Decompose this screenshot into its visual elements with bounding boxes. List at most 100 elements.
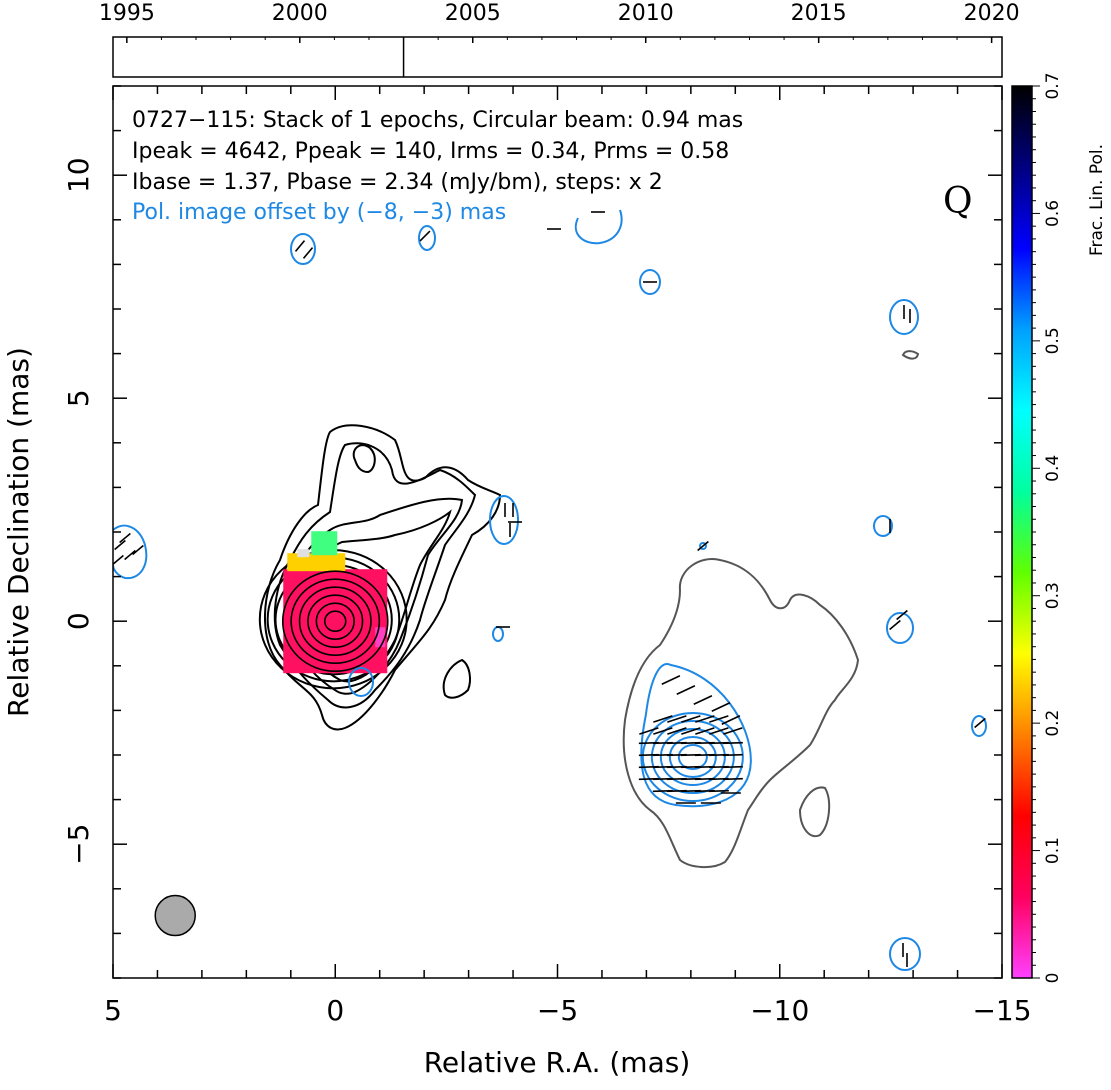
evpa-tick	[639, 727, 659, 735]
evpa-tick	[661, 675, 681, 685]
y-tick-labels: −5 0 5 10	[62, 157, 95, 864]
core-inner-contour	[307, 594, 364, 649]
timeline-year-label: 2010	[618, 1, 674, 26]
fpol-patch	[311, 531, 338, 556]
restoring-beam	[154, 894, 196, 937]
timeline-year-label: 2015	[791, 1, 847, 26]
evpa-tick	[653, 715, 673, 723]
timeline-labels: 1995 2000 2005 2010 2015 2020	[99, 1, 1020, 26]
evpa-tick	[695, 727, 715, 735]
fpol-patch	[287, 553, 346, 572]
core-inner-contour	[298, 586, 372, 657]
colorbar-tick-label: 0.3	[1043, 582, 1063, 609]
timeline-frame	[112, 36, 1003, 78]
x-tick-label: −15	[972, 994, 1031, 1027]
evpa-tick	[722, 741, 743, 745]
timeline-year-label: 1995	[99, 1, 155, 26]
evpa-tick	[722, 777, 743, 781]
pol-contour	[641, 712, 744, 802]
colorbar-tick-label: 0.4	[1043, 455, 1063, 482]
evpa-tick	[114, 539, 126, 551]
evpa-tick	[721, 715, 741, 725]
pol-island	[113, 524, 148, 580]
evpa-tick	[653, 727, 673, 735]
evpa-tick	[711, 702, 731, 712]
evpa-tick	[722, 753, 743, 757]
pol-island	[574, 209, 623, 245]
y-axis-title: Relative Declination (mas)	[2, 347, 35, 717]
y-tick-label: −5	[62, 824, 95, 865]
jet-contour-1	[263, 424, 502, 731]
pol-island	[889, 299, 919, 335]
colorbar-tick-label: 0.7	[1043, 72, 1063, 99]
evpa-tick	[695, 715, 715, 723]
pol-contour	[668, 736, 717, 778]
evpa-tick	[896, 609, 908, 621]
evpa-tick	[667, 715, 687, 723]
y-tick-label: 10	[62, 157, 95, 193]
pol-island	[889, 937, 921, 971]
fpol-color-image	[281, 531, 389, 674]
x-axis-title: Relative R.A. (mas)	[424, 1046, 691, 1079]
pol-contour	[659, 728, 726, 786]
y-tick-label: 0	[62, 612, 95, 630]
core-inner-contour	[323, 610, 347, 633]
polarization-contours	[640, 663, 752, 808]
x-tick-label: −5	[537, 994, 578, 1027]
pol-contour	[650, 720, 735, 794]
jet-blob-2	[442, 658, 471, 699]
x-tick-label: 0	[326, 994, 344, 1027]
colorbar-tick-label: 0.1	[1043, 837, 1063, 864]
x-tick-labels: 5 0 −5 −10 −15	[104, 994, 1031, 1027]
timeline-year-label: 2005	[445, 1, 501, 26]
jet-contour-2	[273, 442, 477, 709]
offset-contour-outer	[622, 558, 860, 868]
evpa-tick	[124, 549, 136, 561]
timeline: 1995 2000 2005 2010 2015 2020	[99, 1, 1020, 78]
pol-island	[886, 612, 914, 644]
evpa-tick	[709, 727, 729, 735]
evpa-tick	[113, 554, 124, 566]
evpa-tick	[974, 717, 986, 729]
evpa-tick	[676, 685, 696, 695]
pol-contour	[640, 663, 752, 808]
pol-contour	[677, 744, 708, 770]
colorbar-tick-label: 0.5	[1043, 327, 1063, 354]
offset-contour-blob	[798, 786, 831, 838]
evpa-ticks	[113, 211, 986, 967]
offset-note: Pol. image offset by (−8, −3) mas	[132, 200, 506, 225]
fpol-patch	[375, 627, 386, 648]
evpa-tick	[708, 789, 729, 793]
core-inner-contour	[281, 570, 389, 673]
pol-island	[971, 715, 987, 737]
evpa-tick	[889, 619, 901, 631]
timeline-year-label: 2020	[964, 1, 1020, 26]
pol-island	[492, 626, 504, 642]
evpa-tick	[419, 230, 431, 242]
evpa-tick	[667, 727, 687, 735]
pol-island	[639, 269, 661, 295]
evpa-tick	[723, 727, 743, 735]
evpa-tick	[722, 765, 743, 769]
evpa-tick	[697, 540, 709, 552]
evpa-tick	[294, 240, 306, 252]
fpol-patch	[297, 549, 310, 558]
y-tick-label: 5	[62, 389, 95, 407]
evpa-tick	[681, 715, 701, 723]
core-inner-contour	[290, 578, 381, 665]
plot-area: 5 0 −5 −10 −15 −5 0 5 10 0727−115: Stack of 1 e…	[2, 85, 1032, 1079]
info-line-2: Ipeak = 4642, Ppeak = 140, Irms = 0.34, …	[132, 139, 729, 164]
plot-frame	[112, 85, 1003, 979]
jet-blob	[352, 444, 376, 474]
evpa-tick	[132, 544, 144, 556]
timeline-year-label: 2000	[272, 1, 328, 26]
evpa-tick	[681, 727, 701, 735]
colorbar-tick-label: 0.2	[1043, 710, 1063, 737]
evpa-tick	[119, 532, 131, 544]
quality-grade: Q	[943, 181, 973, 222]
x-tick-label: 5	[104, 994, 122, 1027]
info-line-3: Ibase = 1.37, Pbase = 2.34 (mJy/bm), ste…	[132, 170, 663, 195]
colorbar-tick-label: 0	[1043, 973, 1063, 984]
